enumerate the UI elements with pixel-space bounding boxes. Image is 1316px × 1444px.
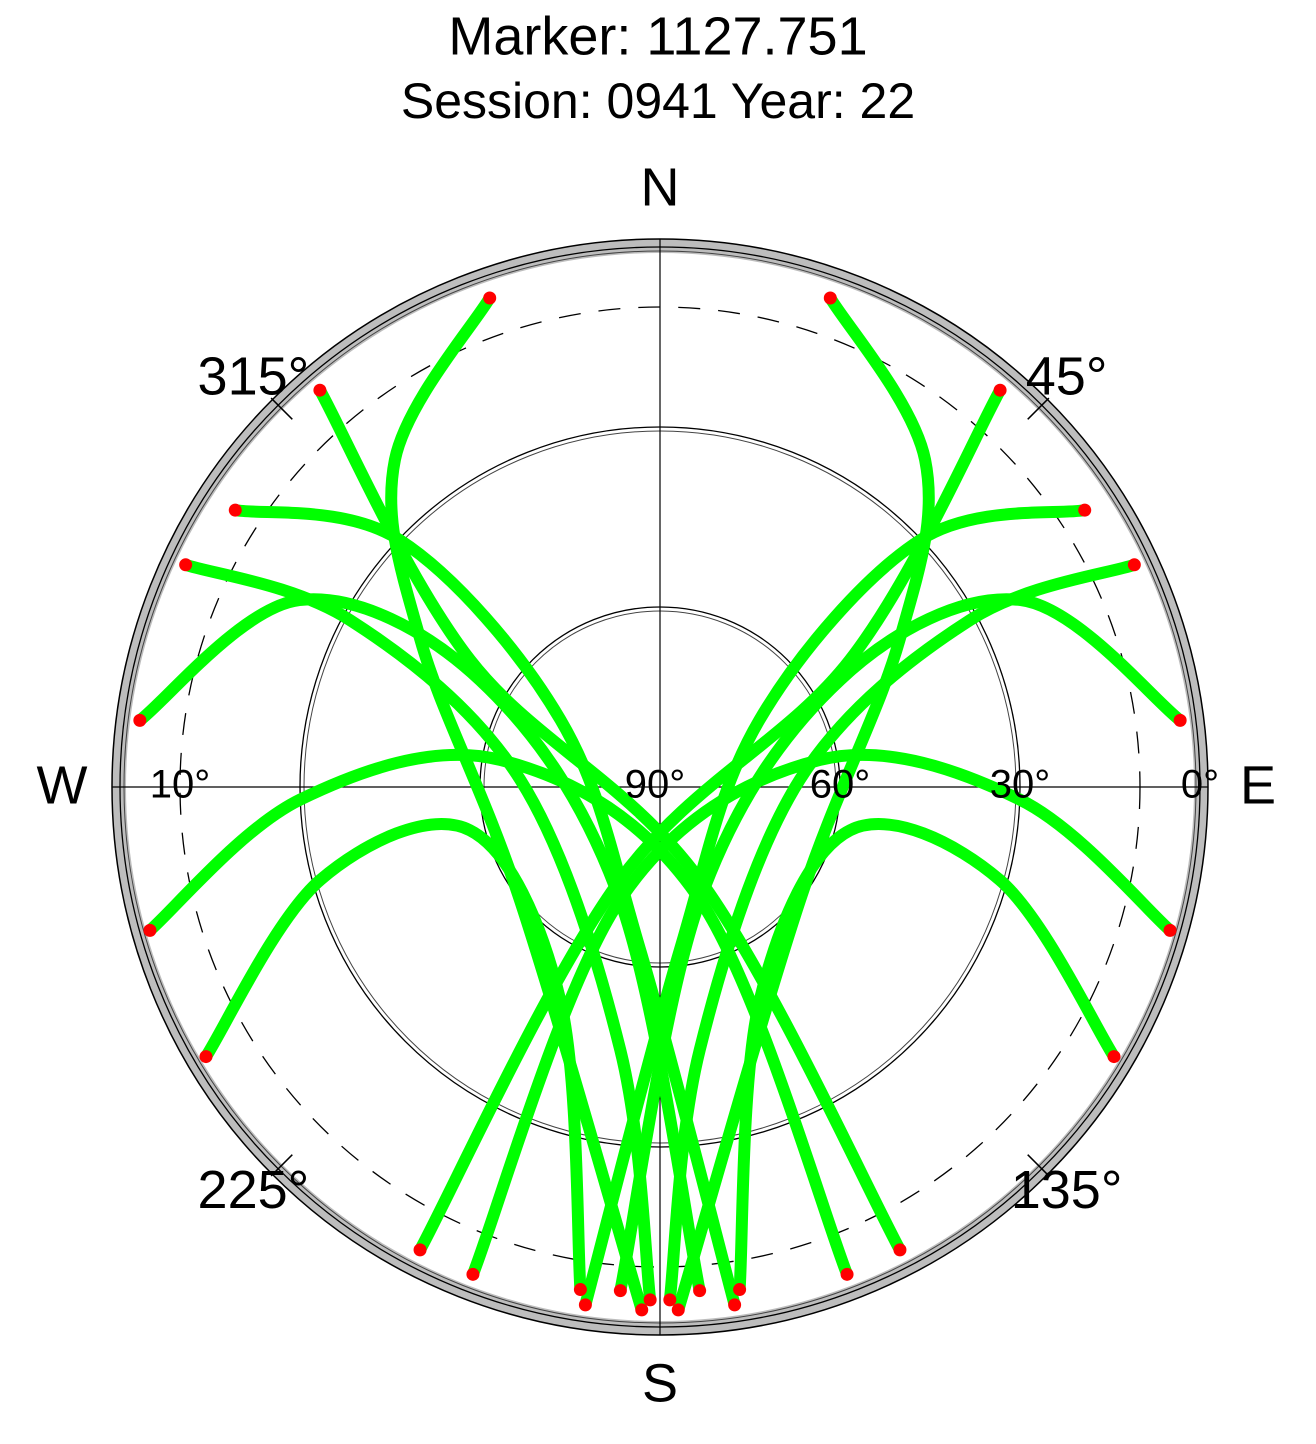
low-elevation-point bbox=[199, 1050, 213, 1064]
satellite-track bbox=[733, 818, 1120, 1296]
low-elevation-point bbox=[578, 1298, 592, 1312]
cardinal-label: W bbox=[37, 755, 88, 815]
low-elevation-point bbox=[893, 1243, 907, 1257]
low-elevation-point bbox=[671, 1303, 685, 1317]
low-elevation-point bbox=[635, 1303, 649, 1317]
low-elevation-point bbox=[413, 1243, 427, 1257]
low-elevation-point bbox=[663, 1293, 677, 1307]
low-elevation-point bbox=[643, 1293, 657, 1307]
satellite-track bbox=[199, 818, 587, 1296]
cardinal-label: N bbox=[641, 157, 680, 217]
elevation-label: 30° bbox=[990, 763, 1051, 807]
low-elevation-point bbox=[1078, 503, 1092, 517]
low-elevation-point bbox=[993, 383, 1007, 397]
low-elevation-point bbox=[1163, 923, 1177, 937]
satellite-track bbox=[466, 748, 1177, 1281]
azimuth-tick bbox=[270, 1154, 293, 1177]
low-elevation-point bbox=[143, 923, 157, 937]
chart-subtitle: Session: 0941 Year: 22 bbox=[401, 73, 915, 129]
low-elevation-point bbox=[733, 1283, 747, 1297]
low-elevation-point bbox=[179, 558, 193, 572]
azimuth-tick bbox=[270, 397, 293, 420]
satellite-track bbox=[663, 558, 1141, 1306]
satellite-track bbox=[313, 384, 906, 1256]
low-elevation-point bbox=[573, 1283, 587, 1297]
low-elevation-point bbox=[1173, 713, 1187, 727]
low-elevation-point bbox=[693, 1284, 707, 1298]
azimuth-tick bbox=[1027, 397, 1050, 420]
labels: 90° 60° 30° 0° 10° N E S W 45° 135° 225° 315° bbox=[37, 157, 1277, 1413]
low-elevation-point bbox=[133, 713, 147, 727]
low-elevation-point bbox=[1127, 558, 1141, 572]
azimuth-label: 315° bbox=[198, 347, 310, 407]
azimuth-label: 135° bbox=[1011, 1160, 1123, 1220]
elevation-label: 60° bbox=[810, 763, 871, 807]
tracks bbox=[133, 291, 1187, 1317]
satellite-track bbox=[414, 384, 1007, 1256]
low-elevation-point bbox=[840, 1267, 854, 1281]
azimuth-label: 225° bbox=[198, 1160, 310, 1220]
cardinal-label: E bbox=[1240, 755, 1276, 815]
low-elevation-point bbox=[483, 291, 497, 305]
low-elevation-point bbox=[613, 1284, 627, 1298]
elevation-label: 0° bbox=[1181, 763, 1219, 807]
elevation-label: 90° bbox=[625, 763, 686, 807]
low-elevation-point bbox=[466, 1267, 480, 1281]
azimuth-tick bbox=[1027, 1154, 1050, 1177]
satellite-track bbox=[143, 748, 854, 1281]
low-elevation-point bbox=[823, 291, 837, 305]
azimuth-label: 45° bbox=[1026, 347, 1108, 407]
chart-title: Marker: 1127.751 bbox=[448, 6, 867, 66]
satellite-track bbox=[179, 558, 657, 1306]
low-elevation-point bbox=[728, 1298, 742, 1312]
cardinal-label: S bbox=[642, 1353, 678, 1413]
low-elevation-point bbox=[228, 503, 242, 517]
elevation-mask-label: 10° bbox=[150, 763, 211, 807]
low-elevation-point bbox=[313, 383, 327, 397]
low-elevation-point bbox=[1107, 1050, 1121, 1064]
